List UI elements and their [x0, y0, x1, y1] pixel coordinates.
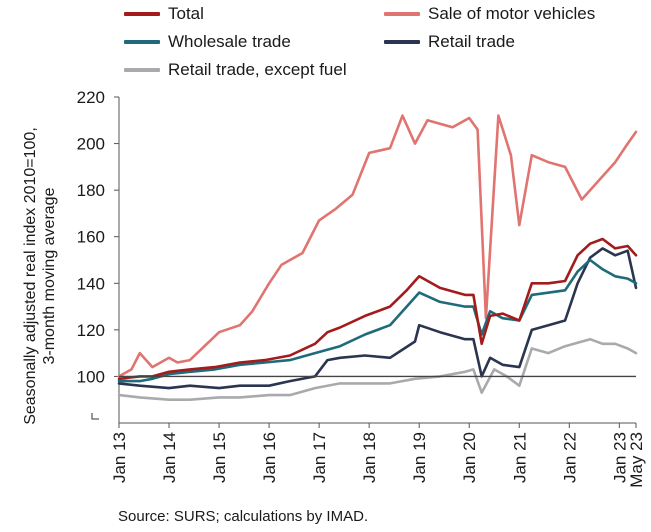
legend-label-wholesale: Wholesale trade [168, 32, 291, 51]
legend-label-motor-vehicles: Sale of motor vehicles [428, 4, 596, 23]
x-tick-label-2016-01: Jan 16 [260, 432, 279, 483]
y-tick-label-120: 120 [77, 321, 105, 340]
x-tick-label-2023-05: May 23 [627, 432, 646, 488]
y-tick-label-140: 140 [77, 274, 105, 293]
legend-item-motor-vehicles: Sale of motor vehicles [384, 4, 595, 24]
y-tick-label-160: 160 [77, 228, 105, 247]
legend-label-retail-except-fuel: Retail trade, except fuel [168, 60, 347, 79]
x-tick-label-2015-01: Jan 15 [210, 432, 229, 483]
x-tick-label-2013-01: Jan 13 [110, 432, 129, 483]
legend-item-retail: Retail trade [384, 32, 515, 52]
legend-item-total: Total [124, 4, 204, 24]
x-tick-label-2014-01: Jan 14 [160, 432, 179, 483]
series-line-retail-trade-except-fuel [117, 337, 638, 402]
x-tick-label-2019-01: Jan 19 [410, 432, 429, 483]
series-line-wholesale-trade [117, 258, 638, 383]
series-line-total [117, 237, 638, 381]
legend-swatch-retail-except-fuel [124, 68, 160, 72]
x-tick-label-2023-01: Jan 23 [610, 432, 629, 483]
legend-swatch-total [124, 12, 160, 16]
x-tick-label-2021-01: Jan 21 [510, 432, 529, 483]
x-tick-label-2018-01: Jan 18 [360, 432, 379, 483]
legend-label-total: Total [168, 4, 204, 23]
series-line-sale-of-motor-vehicles [117, 114, 638, 378]
x-tick-label-2017-01: Jan 17 [310, 432, 329, 483]
legend: Total Sale of motor vehicles Wholesale t… [0, 0, 651, 90]
series-line-retail-trade [117, 247, 638, 390]
x-tick-label-2022-01: Jan 22 [560, 432, 579, 483]
legend-item-wholesale: Wholesale trade [124, 32, 291, 52]
legend-swatch-retail [384, 40, 420, 44]
source-note: Source: SURS; calculations by IMAD. [118, 508, 369, 525]
y-tick-label-220: 220 [77, 88, 105, 107]
x-tick-label-2020-01: Jan 20 [460, 432, 479, 483]
y-tick-label-100: 100 [77, 367, 105, 386]
legend-swatch-wholesale [124, 40, 160, 44]
legend-label-retail: Retail trade [428, 32, 515, 51]
legend-swatch-motor-vehicles [384, 12, 420, 16]
legend-item-retail-except-fuel: Retail trade, except fuel [124, 60, 347, 80]
axis-break-mark [91, 413, 99, 420]
y-tick-label-200: 200 [77, 135, 105, 154]
y-tick-label-180: 180 [77, 181, 105, 200]
